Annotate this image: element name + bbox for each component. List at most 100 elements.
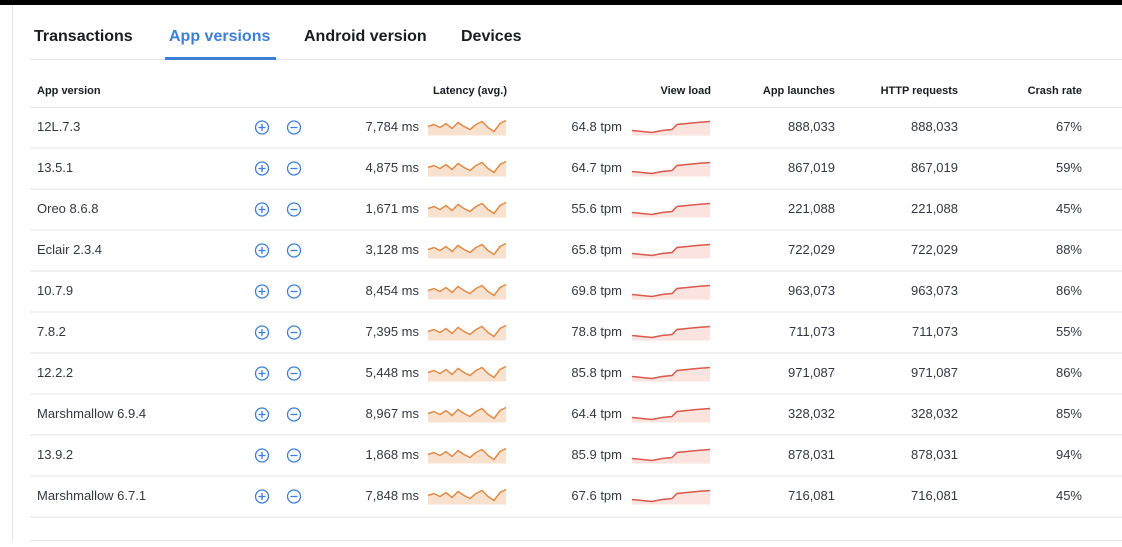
cell: 69.8 tpm <box>571 283 622 298</box>
sparkline <box>631 407 711 421</box>
cell: 88% <box>1056 242 1082 257</box>
filter-in-button[interactable] <box>254 120 270 135</box>
cell: 878,031 <box>911 447 958 462</box>
cell: 711,073 <box>912 324 958 339</box>
filter-out-button[interactable] <box>286 120 302 135</box>
sparkline <box>631 120 711 134</box>
app-version: 7.8.2 <box>37 324 66 339</box>
filter-in-button[interactable] <box>254 161 270 176</box>
cell: 1,868 ms <box>366 447 420 462</box>
sparkline-area <box>632 326 710 341</box>
cell: 711,073 <box>789 324 835 339</box>
filter-out-button[interactable] <box>286 161 302 176</box>
filter-out-button[interactable] <box>286 325 302 340</box>
cell: 64.4 tpm <box>571 406 622 421</box>
filter-out-button[interactable] <box>286 407 302 422</box>
cell: 867,019 <box>911 160 958 175</box>
filter-out-button[interactable] <box>286 489 302 504</box>
sparkline <box>427 119 507 133</box>
app-version: Eclair 2.3.4 <box>37 242 102 257</box>
app-version: 12.2.2 <box>37 365 73 380</box>
tab[interactable]: Devices <box>461 28 522 45</box>
sparkline <box>631 366 711 380</box>
filter-out-button[interactable] <box>286 243 302 258</box>
column-header: App version <box>37 85 101 97</box>
cell: 4,875 ms <box>366 160 420 175</box>
sparkline-area <box>632 285 710 300</box>
column-header: View load <box>660 85 711 97</box>
filter-in-button[interactable] <box>254 448 270 463</box>
cell: 67.6 tpm <box>571 488 622 503</box>
sparkline <box>631 325 711 339</box>
cell: 867,019 <box>788 160 835 175</box>
tab[interactable]: Transactions <box>34 28 133 45</box>
app-version: 12L.7.3 <box>37 119 80 134</box>
filter-in-button[interactable] <box>254 366 270 381</box>
tab[interactable]: Android version <box>304 28 427 45</box>
app-version: Marshmallow 6.7.1 <box>37 488 146 503</box>
column-header: Latency (avg.) <box>433 85 507 97</box>
sparkline-area <box>632 490 710 505</box>
cell: 65.8 tpm <box>571 242 622 257</box>
sparkline <box>631 448 711 462</box>
app-version: Oreo 8.6.8 <box>37 201 98 216</box>
cell: 971,087 <box>911 365 958 380</box>
sparkline <box>427 406 507 420</box>
column-header: Crash rate <box>1028 85 1082 97</box>
cell: 1,671 ms <box>366 201 420 216</box>
filter-out-button[interactable] <box>286 366 302 381</box>
cell: 963,073 <box>788 283 835 298</box>
cell: 64.8 tpm <box>571 119 622 134</box>
sparkline-area <box>632 121 710 136</box>
cell: 85% <box>1056 406 1082 421</box>
sparkline <box>631 202 711 216</box>
cell: 3,128 ms <box>366 242 420 257</box>
sparkline <box>631 489 711 503</box>
cell: 85.8 tpm <box>571 365 622 380</box>
cell: 971,087 <box>788 365 835 380</box>
table: App version Latency (avg.) View load App la… <box>30 85 1122 518</box>
filter-in-icon <box>258 370 266 377</box>
app-version: Marshmallow 6.9.4 <box>37 406 146 421</box>
cell: 888,033 <box>911 119 958 134</box>
filter-out-button[interactable] <box>286 448 302 463</box>
cell: 85.9 tpm <box>571 447 622 462</box>
filter-in-icon <box>258 452 266 459</box>
filter-out-button[interactable] <box>286 284 302 299</box>
filter-out-button[interactable] <box>286 202 302 217</box>
filter-in-button[interactable] <box>254 489 270 504</box>
cell: 55.6 tpm <box>571 201 622 216</box>
sparkline <box>427 447 507 461</box>
cell: 67% <box>1056 119 1082 134</box>
sparkline-area <box>632 162 710 177</box>
filter-in-button[interactable] <box>254 325 270 340</box>
sparkline <box>427 488 507 502</box>
filter-in-icon <box>258 493 266 500</box>
app-version: 10.7.9 <box>37 283 73 298</box>
cell: 7,784 ms <box>366 119 420 134</box>
column-header: App launches <box>763 85 835 97</box>
cell: 716,081 <box>911 488 958 503</box>
cell: 722,029 <box>788 242 835 257</box>
cell: 45% <box>1056 201 1082 216</box>
filter-in-button[interactable] <box>254 202 270 217</box>
sparkline <box>427 160 507 174</box>
cell: 888,033 <box>788 119 835 134</box>
sparkline <box>631 161 711 175</box>
sparkline <box>427 324 507 338</box>
cell: 86% <box>1056 283 1082 298</box>
cell: 7,848 ms <box>366 488 420 503</box>
filter-in-icon <box>258 329 266 336</box>
filter-in-button[interactable] <box>254 284 270 299</box>
filter-in-button[interactable] <box>254 243 270 258</box>
filter-in-button[interactable] <box>254 407 270 422</box>
cell: 878,031 <box>788 447 835 462</box>
app-version: 13.5.1 <box>37 160 73 175</box>
tab-active[interactable]: App versions <box>169 28 270 45</box>
cell: 8,454 ms <box>366 283 420 298</box>
filter-in-icon <box>258 288 266 295</box>
filter-in-icon <box>258 411 266 418</box>
cell: 221,088 <box>788 201 835 216</box>
sparkline <box>427 201 507 215</box>
